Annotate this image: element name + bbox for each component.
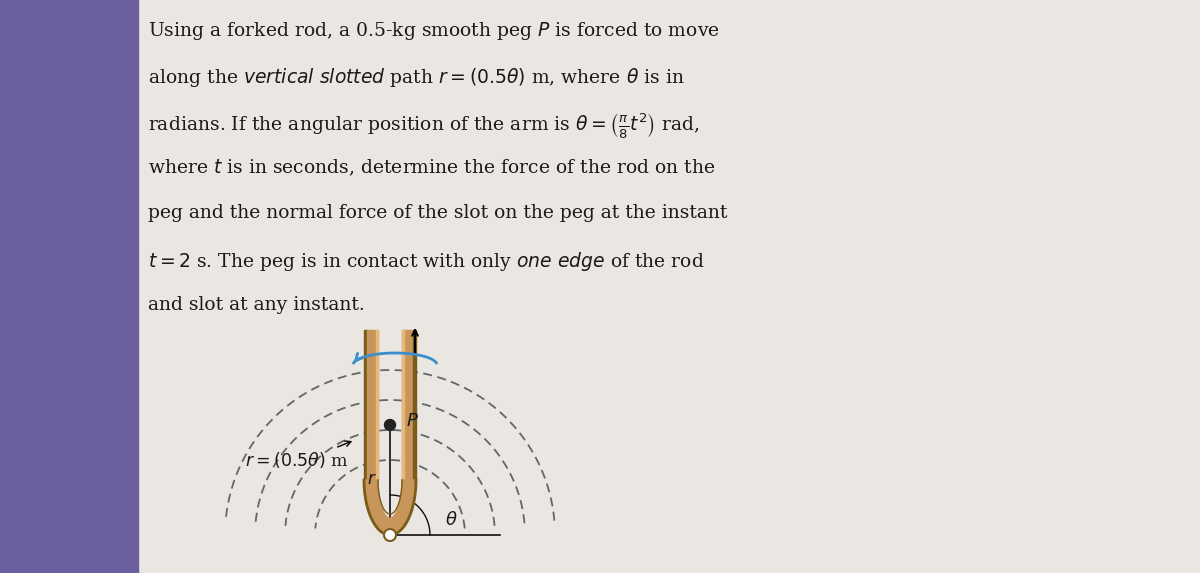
Text: peg and the normal force of the slot on the peg at the instant: peg and the normal force of the slot on … <box>148 204 727 222</box>
Bar <box>402 330 404 480</box>
Polygon shape <box>364 480 416 535</box>
Circle shape <box>384 419 396 430</box>
Circle shape <box>384 529 396 541</box>
Text: along the $\mathit{vertical\ slotted}$ path $r = (0.5\theta)$ m, where $\theta$ : along the $\mathit{vertical\ slotted}$ p… <box>148 66 684 89</box>
Text: Using a forked rod, a 0.5-kg smooth peg $P$ is forced to move: Using a forked rod, a 0.5-kg smooth peg … <box>148 20 720 42</box>
Text: where $t$ is in seconds, determine the force of the rod on the: where $t$ is in seconds, determine the f… <box>148 158 715 178</box>
Bar <box>376 330 378 480</box>
Text: $\theta$: $\theta$ <box>445 511 457 529</box>
Bar <box>0 0 138 573</box>
Text: $r$: $r$ <box>367 472 377 489</box>
Text: radians. If the angular position of the arm is $\theta = \left(\frac{\pi}{8}t^2\: radians. If the angular position of the … <box>148 112 700 141</box>
Text: $P$: $P$ <box>406 412 419 430</box>
Bar <box>413 330 416 480</box>
Bar <box>364 330 367 480</box>
Text: $t = 2$ s. The peg is in contact with only $\mathit{one\ edge}$ of the rod: $t = 2$ s. The peg is in contact with on… <box>148 250 704 273</box>
Text: and slot at any instant.: and slot at any instant. <box>148 296 365 314</box>
Text: $r = (0.5\theta)$ m: $r = (0.5\theta)$ m <box>245 450 349 470</box>
Bar <box>367 330 378 480</box>
Bar <box>402 330 413 480</box>
